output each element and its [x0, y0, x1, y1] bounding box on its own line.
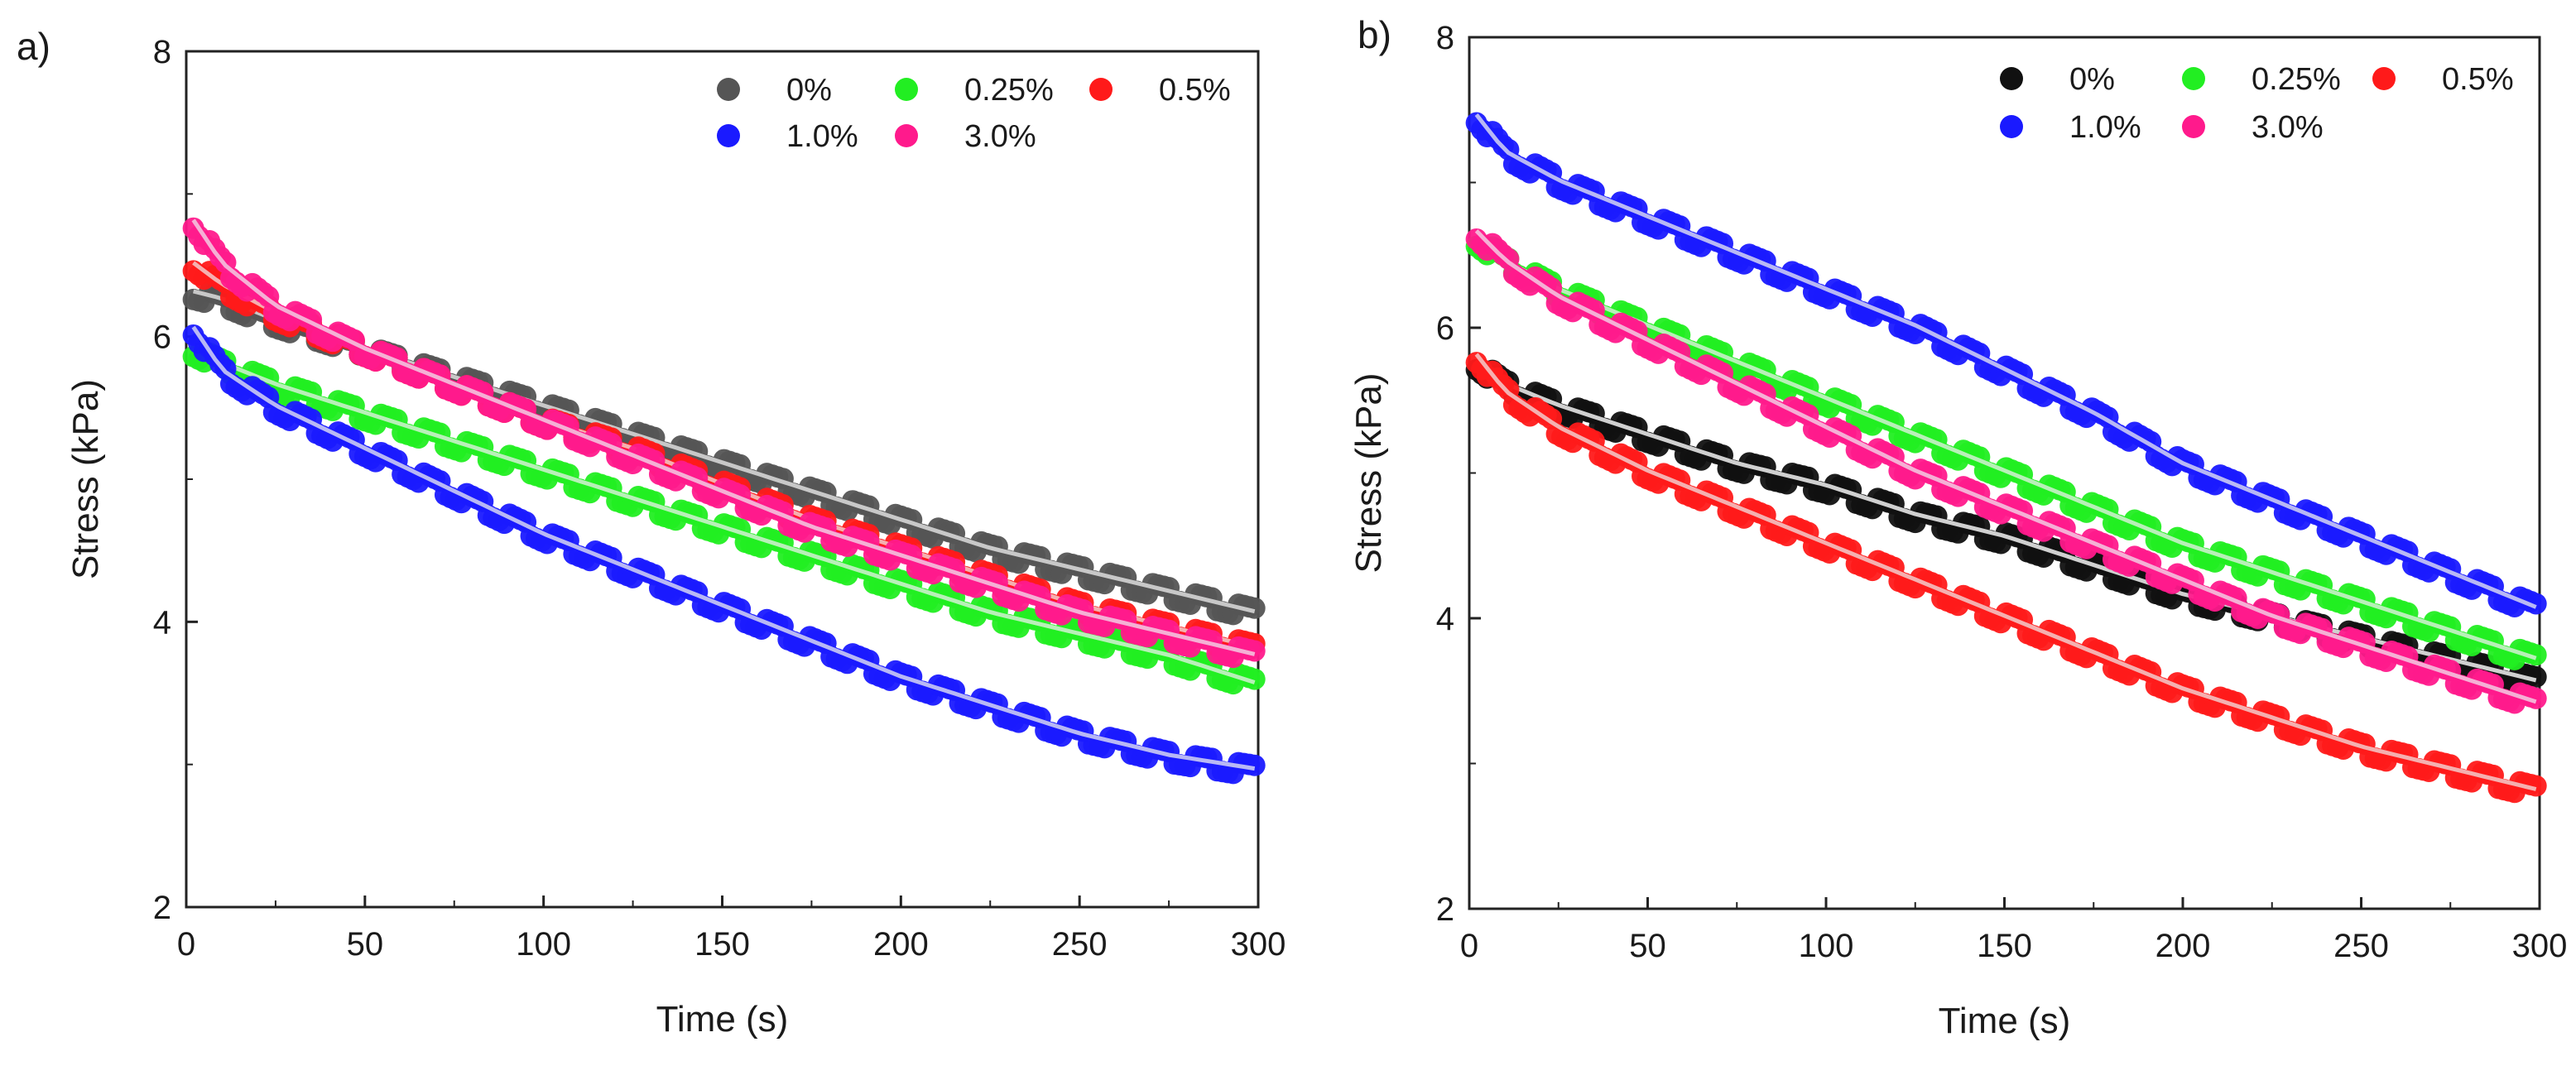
legend-marker — [2182, 67, 2205, 90]
chart-panel-b: 0 50 100 150 200 250 300 2 4 6 8 Time (s) Stress (kP… — [1348, 13, 2567, 1041]
legend-marker — [717, 124, 740, 147]
x-tick-label: 50 — [1629, 928, 1666, 964]
x-tick-label: 100 — [1799, 928, 1854, 964]
legend-label: 0% — [2069, 62, 2115, 97]
x-tick-label: 0 — [177, 926, 195, 963]
y-tick-label: 8 — [1436, 20, 1454, 56]
y-tick-label: 2 — [1436, 891, 1454, 928]
legend-marker — [1089, 78, 1113, 101]
x-tick-label: 200 — [2155, 928, 2211, 964]
legend-label: 0.25% — [964, 73, 1054, 108]
panel-label: a) — [17, 25, 50, 68]
legend-marker — [717, 78, 740, 101]
x-axis-title: Time (s) — [656, 999, 789, 1040]
fit-line — [194, 327, 1255, 769]
y-tick-label: 4 — [153, 604, 171, 641]
legend-marker — [2000, 67, 2023, 90]
legend-marker — [2182, 115, 2205, 138]
legend-label: 0.25% — [2252, 62, 2341, 97]
y-tick-label: 2 — [153, 890, 171, 926]
series-0.25% — [183, 343, 1266, 694]
legend: 0% 0.25% 0.5% 1.0% 3.0% — [2000, 62, 2514, 145]
x-tick-label: 200 — [873, 926, 929, 963]
x-tick-label: 250 — [2333, 928, 2389, 964]
x-tick-label: 150 — [694, 926, 750, 963]
figure: 0 50 100 150 200 250 3002468Time (s)Stress (kP… — [0, 0, 2576, 1066]
legend: 0% 0.25% 0.5% 1.0% 3.0% — [717, 73, 1231, 154]
legend-label: 1.0% — [2069, 110, 2141, 145]
x-tick-label: 100 — [516, 926, 571, 963]
y-axis-title: Stress (kPa) — [1348, 372, 1389, 573]
x-tick-label: 300 — [2512, 928, 2568, 964]
legend-label: 1.0% — [786, 119, 858, 154]
x-tick-label: 150 — [1977, 928, 2032, 964]
x-axis-title: Time (s) — [1939, 1001, 2071, 1041]
legend-label: 3.0% — [964, 119, 1036, 154]
legend-label: 0% — [786, 73, 832, 108]
x-tick-label: 250 — [1052, 926, 1108, 963]
legend-label: 0.5% — [2442, 62, 2514, 97]
y-tick-label: 6 — [153, 319, 171, 356]
legend-label: 3.0% — [2252, 110, 2324, 145]
legend-marker — [895, 124, 918, 147]
y-tick-label: 8 — [153, 34, 171, 70]
x-tick-label: 50 — [347, 926, 384, 963]
x-tick-label: 0 — [1460, 928, 1478, 964]
panel-label: b) — [1358, 13, 1391, 56]
legend-marker — [895, 78, 918, 101]
legend-label: 0.5% — [1159, 73, 1231, 108]
y-tick-label: 4 — [1436, 601, 1454, 637]
x-tick-label: 300 — [1231, 926, 1286, 963]
chart-panel-a: 0 50 100 150 200 250 300 2 4 6 8 Time (s) Stress (kP… — [17, 25, 1286, 1040]
y-axis-title: Stress (kPa) — [65, 379, 106, 579]
y-tick-label: 6 — [1436, 310, 1454, 347]
legend-marker — [2000, 115, 2023, 138]
legend-marker — [2372, 67, 2396, 90]
